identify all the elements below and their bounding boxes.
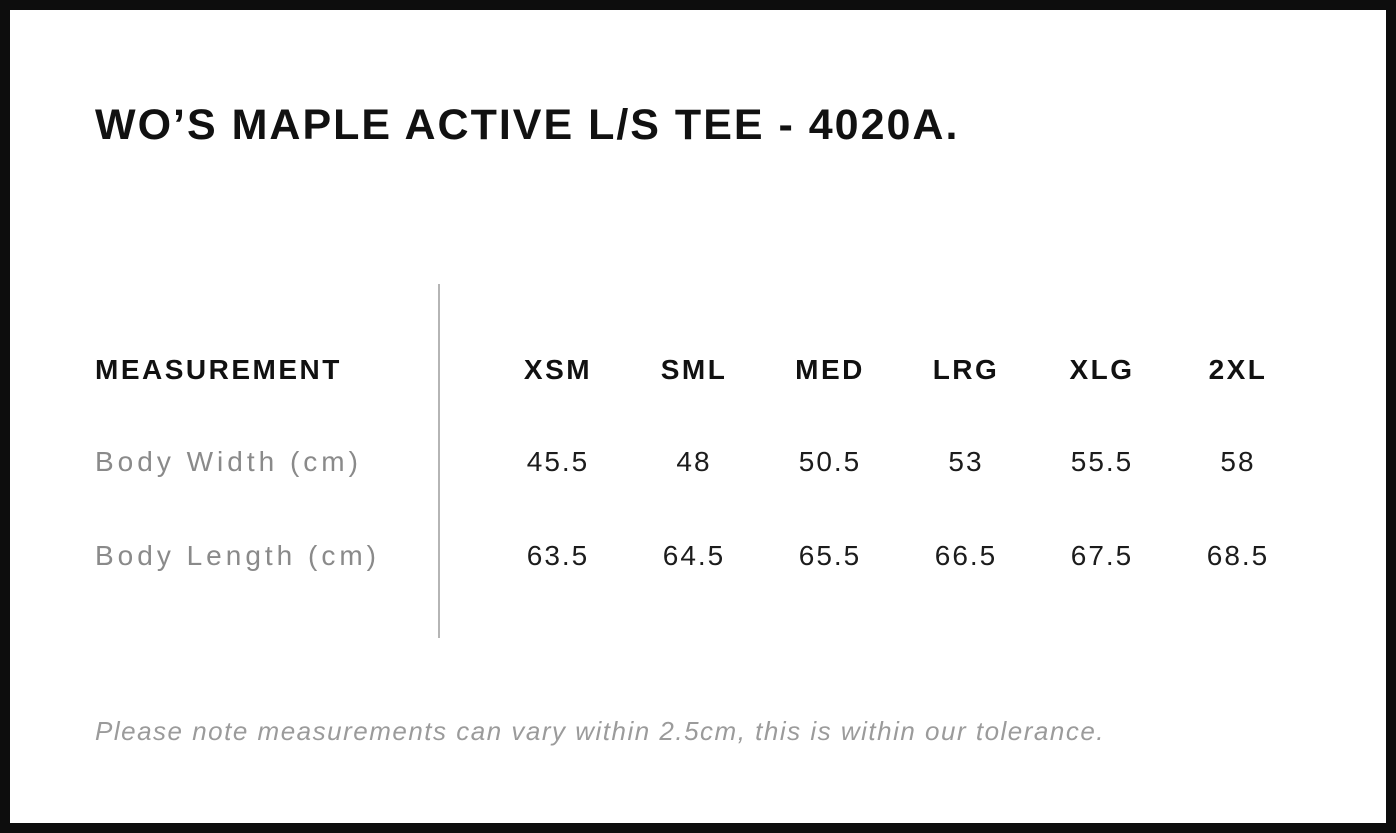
value-cell: 53 [948, 446, 984, 477]
column-header-lrg: LRG [932, 354, 1000, 385]
table-header-row: MEASUREMENT XSM SML MED LRG XLG 2XL [95, 348, 1306, 392]
value-cell: 65.5 [798, 540, 862, 571]
value-cell: 64.5 [662, 540, 726, 571]
value-cell: 48 [676, 446, 712, 477]
value-cell: 68.5 [1206, 540, 1270, 571]
row-label-body-length: Body Length (cm) [95, 540, 380, 571]
column-header-measurement: MEASUREMENT [95, 354, 342, 385]
column-header-2xl: 2XL [1208, 354, 1268, 385]
column-header-xlg: XLG [1069, 354, 1135, 385]
value-cell: 67.5 [1070, 540, 1134, 571]
value-cell: 45.5 [526, 446, 590, 477]
value-cell: 66.5 [934, 540, 998, 571]
value-cell: 50.5 [798, 446, 862, 477]
column-header-xsm: XSM [523, 354, 593, 385]
table-row-body-length: Body Length (cm) 63.5 64.5 65.5 66.5 67.… [95, 534, 1306, 578]
column-header-sml: SML [660, 354, 728, 385]
column-header-med: MED [795, 354, 865, 385]
tolerance-note: Please note measurements can vary within… [95, 716, 1106, 746]
value-cell: 58 [1220, 446, 1256, 477]
value-cell: 63.5 [526, 540, 590, 571]
row-label-body-width: Body Width (cm) [95, 446, 362, 477]
table-divider [438, 284, 440, 638]
value-cell: 55.5 [1070, 446, 1134, 477]
table-row-body-width: Body Width (cm) 45.5 48 50.5 53 55.5 58 [95, 440, 1306, 484]
page-title: WO’S MAPLE ACTIVE L/S TEE - 4020A. [95, 101, 960, 149]
